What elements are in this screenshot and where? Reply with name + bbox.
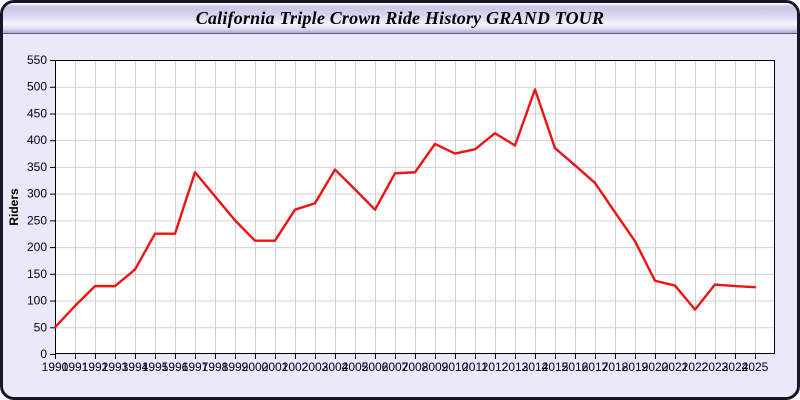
plot-border <box>55 60 775 354</box>
ride-history-chart: 0501001502002503003504004505005501990199… <box>7 53 775 374</box>
x-tick-label: 2004 <box>322 360 349 374</box>
x-axis-ticks: 1990199119921993199419951996199719981999… <box>42 354 769 374</box>
x-tick-label: 2019 <box>622 360 649 374</box>
y-tick-label: 200 <box>27 240 47 254</box>
x-tick-label: 2015 <box>542 360 569 374</box>
x-tick-label: 2005 <box>342 360 369 374</box>
y-tick-label: 50 <box>34 320 48 334</box>
x-tick-label: 2024 <box>722 360 749 374</box>
x-tick-label: 2002 <box>282 360 309 374</box>
x-tick-label: 2000 <box>242 360 269 374</box>
x-tick-label: 1996 <box>162 360 189 374</box>
y-tick-label: 400 <box>27 133 47 147</box>
y-tick-label: 150 <box>27 267 47 281</box>
y-tick-label: 100 <box>27 294 47 308</box>
x-tick-label: 2013 <box>502 360 529 374</box>
title-bar: California Triple Crown Ride History GRA… <box>3 3 797 34</box>
x-tick-label: 2008 <box>402 360 429 374</box>
y-tick-label: 300 <box>27 187 47 201</box>
x-tick-label: 1990 <box>42 360 69 374</box>
x-tick-label: 2018 <box>602 360 629 374</box>
x-tick-label: 2003 <box>302 360 329 374</box>
x-tick-label: 2012 <box>482 360 509 374</box>
x-tick-label: 2017 <box>582 360 609 374</box>
x-tick-label: 2001 <box>262 360 289 374</box>
y-tick-label: 550 <box>27 53 47 67</box>
x-tick-label: 2009 <box>422 360 449 374</box>
series-line-riders <box>53 88 757 329</box>
x-tick-label: 2014 <box>522 360 549 374</box>
y-axis-ticks: 0 50 100 150 200 250 300 350 400 450 500 550 <box>27 53 55 361</box>
x-tick-label: 2020 <box>642 360 669 374</box>
x-tick-label: 1993 <box>102 360 129 374</box>
y-axis-title: Riders <box>7 188 21 226</box>
y-tick-label: 250 <box>27 213 47 227</box>
x-tick-label: 2021 <box>662 360 689 374</box>
x-tick-label: 1994 <box>122 360 149 374</box>
x-tick-label: 2022 <box>682 360 709 374</box>
y-tick-label: 500 <box>27 80 47 94</box>
x-tick-label: 2025 <box>742 360 769 374</box>
x-tick-label: 1999 <box>222 360 249 374</box>
x-tick-label: 1991 <box>62 360 89 374</box>
gridlines <box>55 60 775 354</box>
x-tick-label: 1997 <box>182 360 209 374</box>
chart-body: 0 50 100 150 200 250 300 350 400 450 500 550 1990 199… <box>3 34 797 397</box>
x-tick-label: 2006 <box>362 360 389 374</box>
x-tick-label: 2010 <box>442 360 469 374</box>
x-tick-label: 2023 <box>702 360 729 374</box>
x-tick-label: 1995 <box>142 360 169 374</box>
chart-title: California Triple Crown Ride History GRA… <box>195 7 605 28</box>
x-tick-label: 2007 <box>382 360 409 374</box>
x-tick-label: 1998 <box>202 360 229 374</box>
x-tick-label: 1992 <box>82 360 109 374</box>
y-tick-label: 350 <box>27 160 47 174</box>
y-tick-label: 450 <box>27 106 47 120</box>
x-tick-label: 2011 <box>462 360 488 374</box>
y-tick-label: 0 <box>40 347 47 361</box>
x-tick-label: 2016 <box>562 360 589 374</box>
